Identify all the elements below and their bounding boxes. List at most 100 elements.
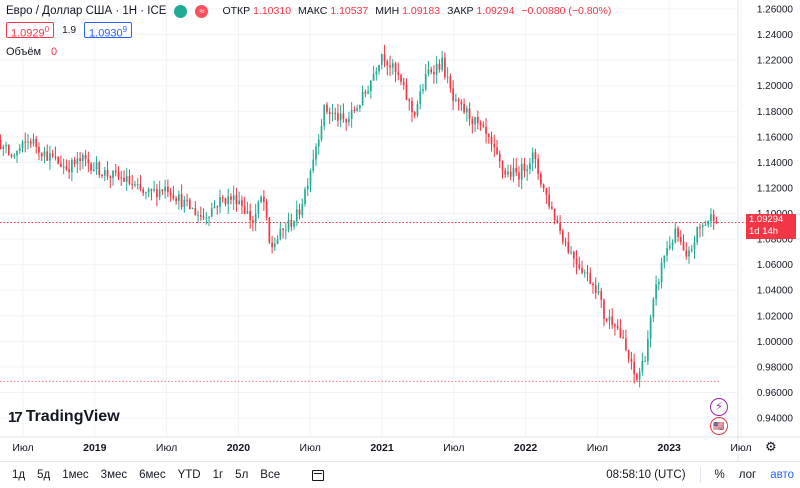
candle-body [123, 177, 125, 182]
candle-body [0, 139, 2, 150]
candle-body [402, 81, 405, 85]
candle-body [257, 201, 260, 214]
y-tick-label: 1.04000 [757, 286, 794, 297]
candle-body [411, 101, 413, 112]
ohlc-open-value: 1.10310 [253, 5, 292, 17]
candle-body [235, 195, 238, 205]
candle-body [241, 200, 243, 207]
candle-body [180, 194, 183, 208]
candle-body [614, 324, 616, 327]
candle-body [446, 76, 449, 78]
range-6m[interactable]: 6мес [139, 469, 166, 481]
ohlc-change-value: −0.00880 (−0.80%) [521, 5, 612, 17]
candle-body [331, 112, 334, 114]
candle-body [652, 299, 655, 318]
log-scale-button[interactable]: лог [738, 469, 757, 481]
candle-body [213, 206, 216, 209]
candle-body [76, 158, 79, 165]
y-tick-label: 1.16000 [757, 132, 794, 143]
candle-body [90, 163, 92, 171]
candle-body [485, 126, 487, 135]
candle-body [301, 204, 304, 215]
candle-body [586, 272, 589, 274]
candle-body [202, 216, 205, 218]
candle-body [92, 169, 95, 171]
related-symbol-icon[interactable]: ≈ [195, 4, 209, 18]
candle-body [441, 57, 444, 70]
candle-body [156, 189, 158, 198]
candle-body [433, 72, 435, 75]
candle-body [551, 206, 553, 209]
candle-body [367, 91, 369, 94]
candle-body [378, 65, 380, 72]
candle-body [60, 163, 62, 167]
volume-label: Объём [6, 46, 42, 58]
candle-body [619, 328, 622, 338]
candle-body [114, 170, 117, 173]
volume-legend[interactable]: Объём 0 [6, 46, 57, 58]
range-1d[interactable]: 1д [12, 469, 26, 481]
candle-body [476, 117, 479, 123]
range-1y[interactable]: 1г [212, 469, 224, 481]
candle-body [252, 220, 254, 224]
candle-body [79, 158, 81, 161]
candle-body [537, 159, 540, 174]
spread-value: 1.9 [62, 24, 77, 36]
candle-body [540, 173, 542, 185]
range-3m[interactable]: 3мес [100, 469, 128, 481]
candle-body [444, 57, 446, 78]
candle-body [139, 184, 142, 190]
candle-body [254, 213, 257, 224]
candle-body [87, 158, 90, 164]
range-5d[interactable]: 5д [37, 469, 51, 481]
us-flag-icon[interactable]: 🇺🇸 [710, 417, 728, 435]
candle-body [660, 262, 663, 283]
candle-body [438, 63, 441, 70]
candle-body [183, 199, 186, 208]
candle-body [334, 112, 337, 114]
sell-price-value: 1.0929 [11, 27, 45, 40]
percent-scale-button[interactable]: % [714, 469, 725, 481]
range-ytd[interactable]: YTD [177, 469, 201, 481]
y-tick-label: 1.22000 [757, 56, 794, 67]
candle-body [342, 113, 345, 120]
symbol-title[interactable]: Евро / Доллар США · 1Н · ICE [6, 5, 167, 17]
tradingview-logo[interactable]: 17 TradingView [8, 408, 120, 426]
range-1m[interactable]: 1мес [62, 469, 89, 481]
candle-body [682, 241, 685, 251]
tradingview-logo-icon: 17 [8, 408, 23, 426]
candle-body [542, 184, 545, 189]
candle-body [57, 157, 60, 164]
candle-body [125, 175, 128, 182]
gear-icon[interactable]: ⚙ [765, 439, 777, 454]
candle-body [572, 251, 575, 259]
candle-body [164, 186, 166, 192]
x-tick-label: Июл [443, 442, 464, 454]
utc-clock[interactable]: 08:58:10 (UTC) [606, 469, 686, 481]
candle-body [496, 147, 498, 154]
sell-price-button[interactable]: 1.09290 [6, 22, 55, 40]
range-5y[interactable]: 5л [235, 469, 249, 481]
candle-body [356, 108, 358, 111]
candle-body [43, 151, 46, 157]
calendar-icon[interactable] [312, 469, 325, 481]
candle-body [328, 111, 331, 114]
candle-body [40, 152, 43, 157]
candle-body [260, 196, 262, 202]
candle-body [482, 124, 485, 127]
candle-body [561, 230, 564, 242]
candle-body [583, 272, 586, 274]
candle-body [644, 360, 646, 362]
candle-body [518, 172, 520, 180]
buy-price-button[interactable]: 1.09309 [84, 22, 133, 40]
range-all[interactable]: Все [260, 469, 281, 481]
auto-scale-button[interactable]: авто [770, 469, 794, 481]
flash-icon[interactable]: ⚡ [710, 398, 728, 416]
candle-body [657, 282, 660, 285]
toolbar-divider [699, 467, 701, 483]
candle-body [361, 91, 364, 106]
candle-body [345, 119, 348, 123]
market-status-icon[interactable] [174, 4, 188, 18]
candle-body [145, 192, 147, 194]
